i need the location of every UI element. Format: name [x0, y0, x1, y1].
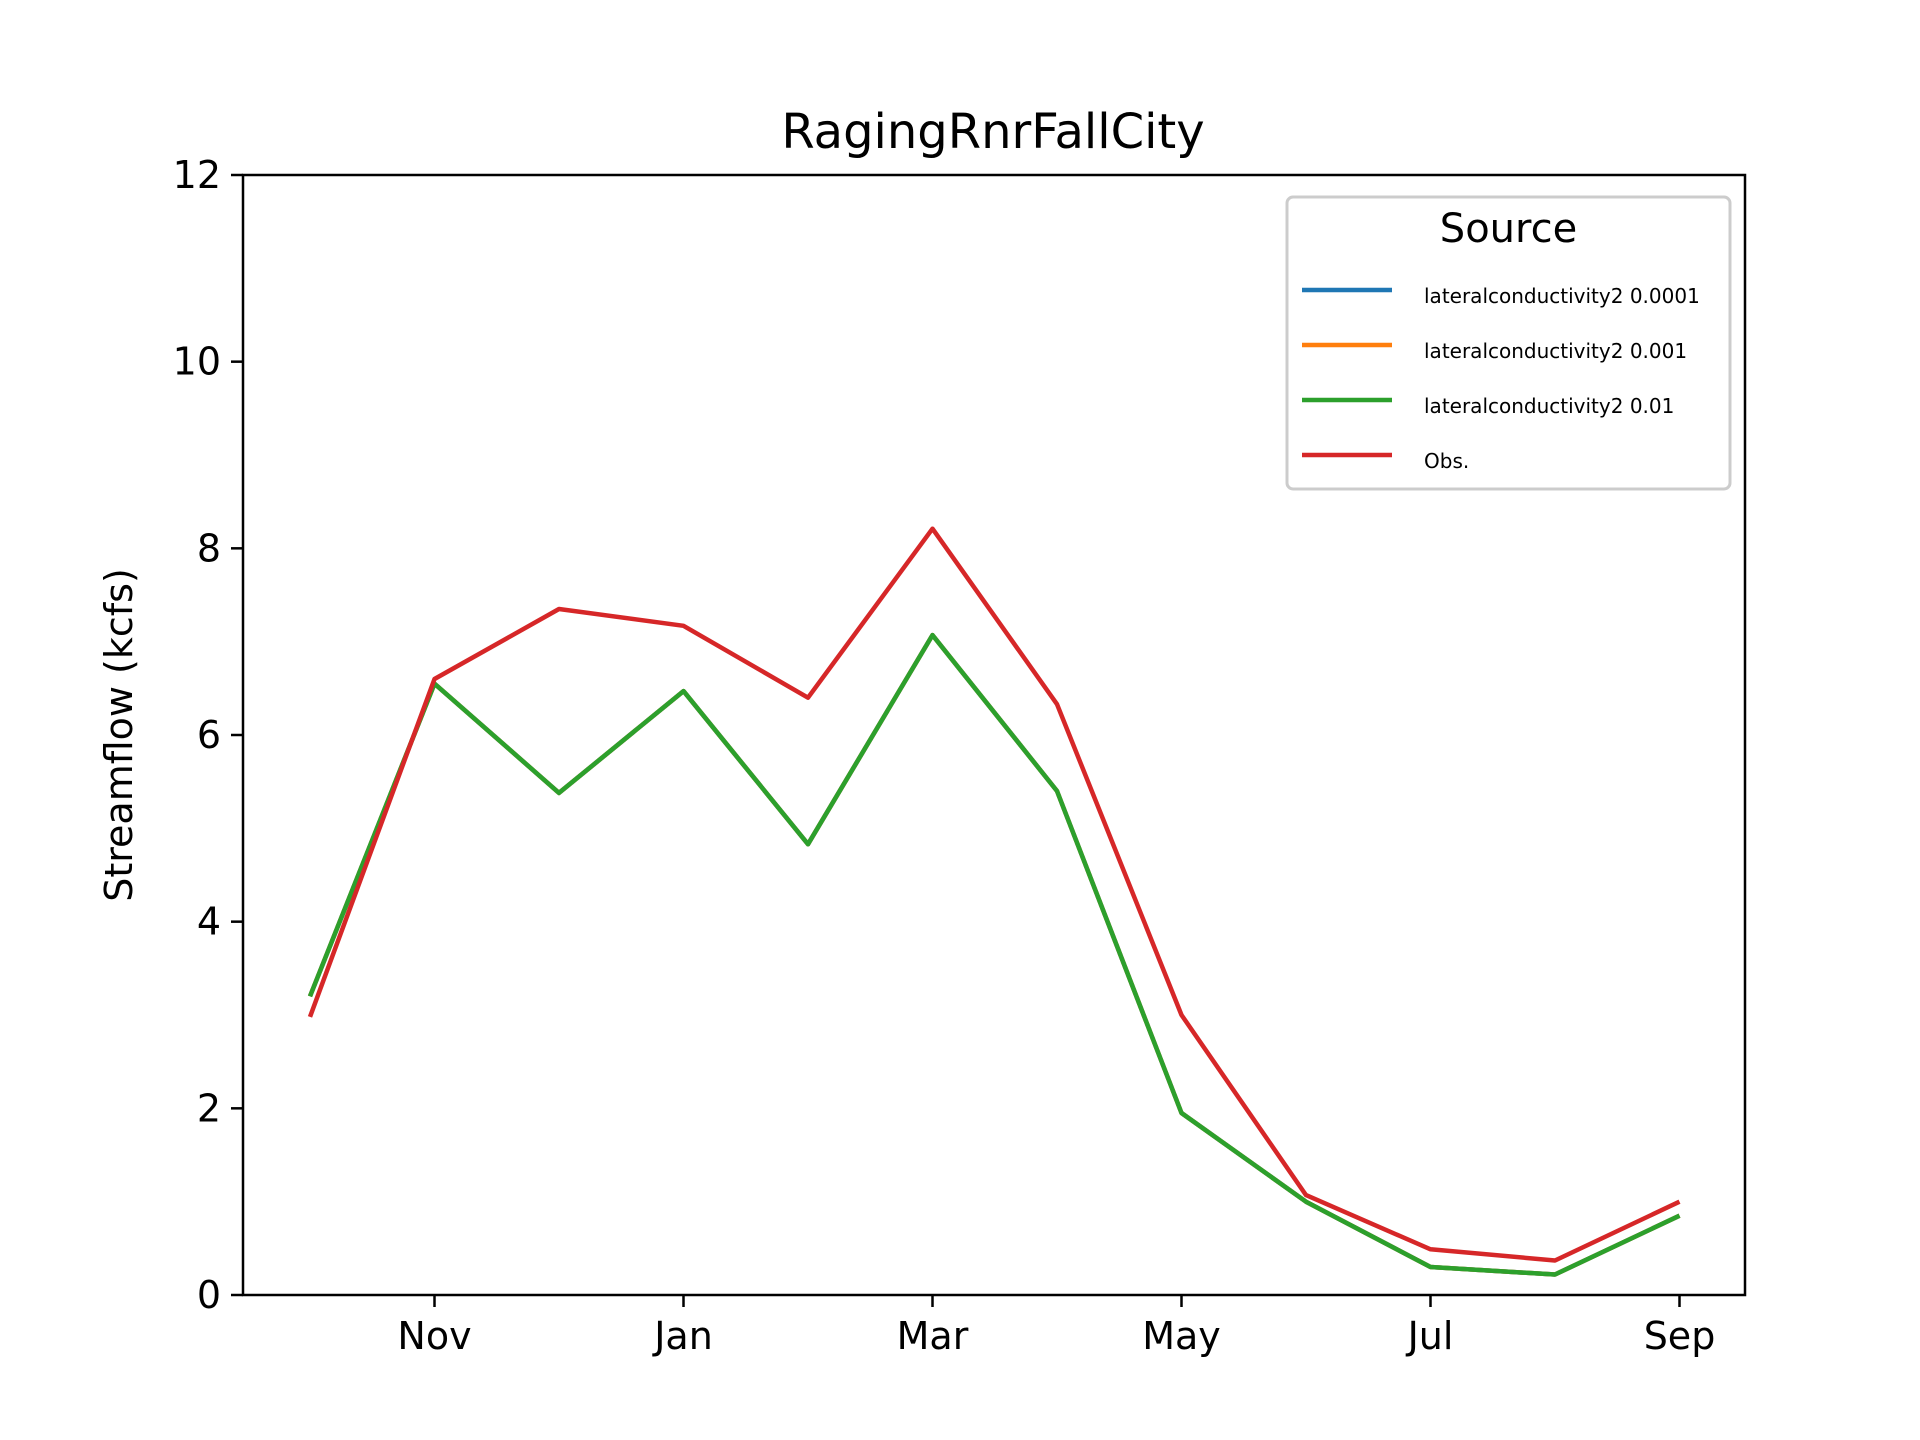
- y-tick-label: 8: [197, 526, 221, 570]
- chart-title: RagingRnrFallCity: [781, 104, 1204, 160]
- x-axis: Nov Jan Mar May Jul Sep: [397, 1295, 1715, 1358]
- y-tick-label: 4: [197, 900, 221, 944]
- y-tick-label: 0: [197, 1273, 221, 1317]
- y-axis: 0 2 4 6 8 10 12: [173, 153, 243, 1317]
- x-tick-label: Mar: [897, 1314, 969, 1358]
- y-axis-label: Streamflow (kcfs): [97, 568, 141, 902]
- legend-title: Source: [1440, 206, 1577, 252]
- legend-box: [1285, 195, 1732, 491]
- legend-entry-label: lateralconductivity2 0.0001: [1424, 284, 1700, 308]
- series-lines: [307, 526, 1681, 1277]
- legend-entry-label: lateralconductivity2 0.01: [1424, 394, 1674, 418]
- series-line-lateralconductivity2-0-01: [307, 632, 1681, 1277]
- plot-frame: [241, 173, 1747, 1297]
- legend: Source lateralconductivity2 0.0001 lateral…: [1285, 195, 1732, 491]
- x-tick-label: Sep: [1644, 1314, 1716, 1358]
- series-line-obs: [307, 526, 1681, 1263]
- x-tick-label: Nov: [397, 1314, 471, 1358]
- y-tick-label: 12: [173, 153, 221, 197]
- x-tick-label: May: [1142, 1314, 1221, 1358]
- y-tick-label: 6: [197, 713, 221, 757]
- x-tick-label: Jul: [1406, 1314, 1454, 1358]
- legend-entry-label: lateralconductivity2 0.001: [1424, 339, 1687, 363]
- legend-entry-label: Obs.: [1424, 449, 1469, 473]
- x-tick-label: Jan: [652, 1314, 713, 1358]
- y-tick-label: 2: [197, 1086, 221, 1130]
- y-tick-label: 10: [173, 340, 221, 384]
